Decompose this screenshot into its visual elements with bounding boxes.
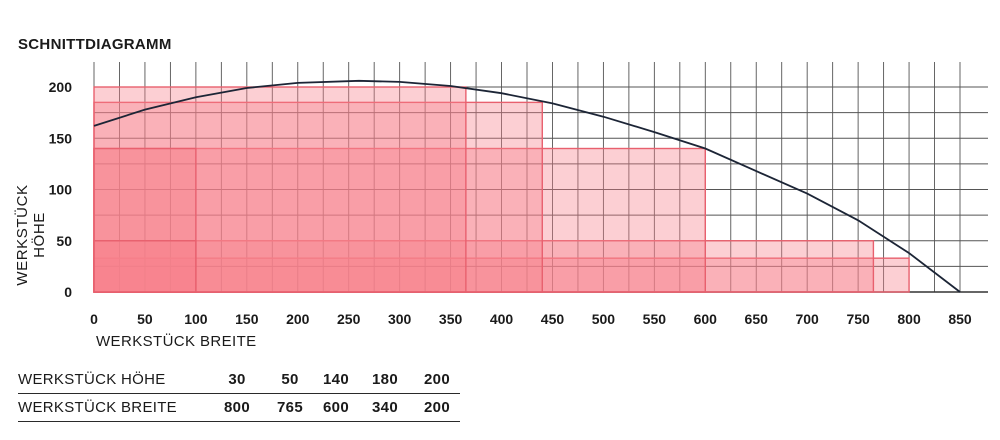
y-tick-label: 150 — [49, 130, 73, 146]
x-tick-label: 250 — [337, 311, 361, 327]
y-axis-label: WERKSTÜCK HÖHE — [14, 184, 48, 286]
table-row-width: WERKSTÜCK BREITE 800 765 600 340 200 — [18, 394, 460, 422]
x-tick-label: 750 — [846, 311, 870, 327]
table-cell: 600 — [323, 399, 349, 416]
table-cell: 140 — [323, 371, 349, 388]
capacity-rect — [93, 257, 910, 293]
capacity-rect — [93, 240, 875, 293]
table-cell: 765 — [277, 399, 303, 416]
dimension-table: WERKSTÜCK HÖHE 30 50 140 180 200 WERKSTÜ… — [18, 366, 460, 422]
x-tick-label: 500 — [592, 311, 616, 327]
row-label: WERKSTÜCK HÖHE — [18, 371, 166, 388]
y-tick-label: 100 — [49, 182, 73, 198]
row-label: WERKSTÜCK BREITE — [18, 399, 177, 416]
x-tick-label: 550 — [643, 311, 667, 327]
x-axis-label: WERKSTÜCK BREITE — [96, 333, 257, 350]
y-tick-label: 50 — [56, 233, 72, 249]
x-tick-label: 50 — [137, 311, 153, 327]
x-tick-label: 850 — [948, 311, 972, 327]
table-cell: 180 — [372, 371, 398, 388]
y-axis-ticks: 0 50 100 150 200 — [49, 79, 73, 300]
x-tick-label: 450 — [541, 311, 565, 327]
capacity-rect — [93, 240, 197, 293]
x-tick-label: 100 — [184, 311, 208, 327]
table-cell: 30 — [228, 371, 246, 388]
table-cell: 800 — [224, 399, 250, 416]
table-row-height: WERKSTÜCK HÖHE 30 50 140 180 200 — [18, 366, 460, 394]
x-tick-label: 150 — [235, 311, 259, 327]
x-tick-label: 400 — [490, 311, 514, 327]
x-axis-ticks: 0 50 100 150 200 250 300 350 400 450 500 550 600 650 7… — [90, 311, 972, 327]
limit-curve — [93, 79, 961, 293]
capacity-rect — [93, 147, 197, 293]
table-cell: 200 — [424, 371, 450, 388]
y-tick-label: 0 — [64, 284, 72, 300]
table-cell: 50 — [281, 371, 299, 388]
chart-title: SCHNITTDIAGRAMM — [18, 36, 172, 53]
capacity-rect — [93, 101, 543, 293]
x-tick-label: 650 — [745, 311, 769, 327]
capacity-rect — [93, 86, 467, 293]
x-tick-label: 600 — [694, 311, 718, 327]
x-tick-label: 300 — [388, 311, 412, 327]
capacity-areas — [93, 86, 910, 293]
x-tick-label: 0 — [90, 311, 98, 327]
y-tick-label: 200 — [49, 79, 73, 95]
table-cell: 200 — [424, 399, 450, 416]
x-tick-label: 350 — [439, 311, 463, 327]
x-tick-label: 800 — [897, 311, 921, 327]
x-tick-label: 700 — [795, 311, 819, 327]
table-cell: 340 — [372, 399, 398, 416]
x-tick-label: 200 — [286, 311, 310, 327]
